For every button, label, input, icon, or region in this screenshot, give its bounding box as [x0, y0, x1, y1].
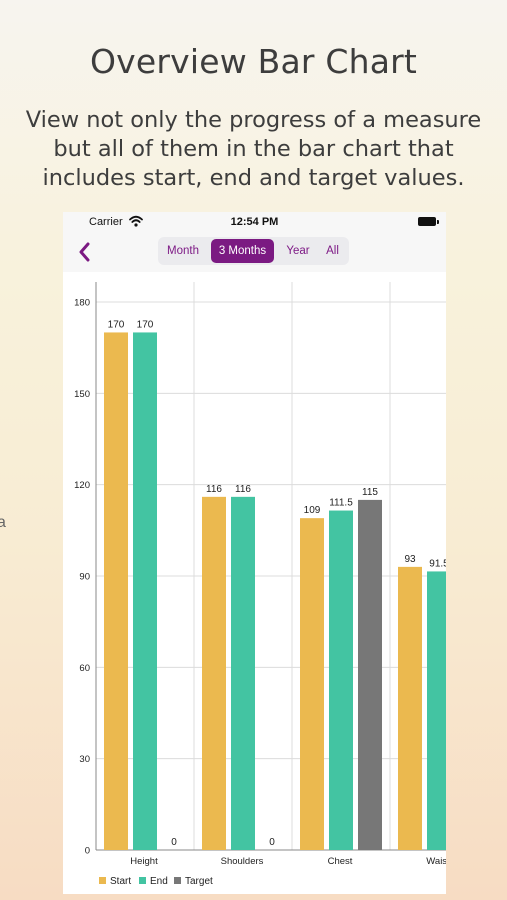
x-tick-label: Chest [328, 856, 353, 867]
bar-target-chest [358, 499, 382, 850]
carrier-label: Carrier [89, 216, 123, 228]
data-label-end-waist: 91.5 [429, 558, 446, 569]
data-label-start-height: 170 [108, 319, 125, 330]
legend-label-start: Start [110, 876, 132, 887]
legend-swatch-target [174, 877, 181, 884]
segment-3-months[interactable]: 3 Months [211, 239, 274, 263]
y-tick-label: 90 [79, 572, 90, 583]
bar-start-height [104, 332, 128, 850]
x-tick-label: Waist [426, 856, 446, 867]
phone-screen: Carrier 12:54 PM Month 3 Months Year All… [63, 212, 446, 894]
battery-tip [437, 220, 439, 224]
data-label-target-chest: 115 [362, 487, 378, 498]
data-label-end-height: 170 [137, 319, 154, 330]
legend-label-end: End [150, 876, 168, 887]
x-tick-label: Height [130, 856, 158, 867]
bar-end-height [133, 332, 157, 850]
status-bar: Carrier 12:54 PM [63, 212, 446, 232]
segment-year[interactable]: Year [286, 245, 310, 257]
y-tick-label: 0 [85, 846, 90, 857]
wifi-icon [129, 215, 143, 227]
y-tick-label: 180 [74, 298, 90, 309]
data-label-start-chest: 109 [304, 505, 321, 516]
legend-swatch-end [139, 877, 146, 884]
bar-chart: 0 30 60 90 120 150 180 170 170 0 Height 116 116 0 Shou… [74, 282, 446, 867]
x-tick-label: Shoulders [221, 856, 264, 867]
data-label-end-chest: 111.5 [329, 498, 353, 509]
nav-bar: Month 3 Months Year All [63, 232, 446, 272]
bar-end-waist [427, 571, 446, 850]
data-label-end-shoulders: 116 [235, 484, 251, 495]
chevron-left-icon[interactable] [75, 240, 95, 264]
legend-item-end: End [139, 876, 168, 887]
legend-item-target: Target [174, 876, 213, 887]
segment-all[interactable]: All [326, 245, 339, 257]
legend-item-start: Start [99, 876, 131, 887]
y-tick-label: 30 [79, 754, 90, 765]
promo-subtitle: View not only the progress of a measure … [25, 107, 482, 191]
period-segmented-control: Month 3 Months Year All [158, 237, 349, 265]
data-label-target-height: 0 [171, 837, 177, 848]
y-tick-label: 150 [74, 389, 90, 400]
battery-icon [418, 217, 436, 226]
segment-month[interactable]: Month [167, 245, 199, 257]
bar-start-waist [398, 566, 422, 850]
side-glyph: a [0, 514, 6, 531]
legend-label-target: Target [185, 876, 213, 887]
y-tick-label: 60 [79, 663, 90, 674]
promo-title: Overview Bar Chart [89, 42, 418, 81]
legend-swatch-start [99, 877, 106, 884]
data-label-start-shoulders: 116 [206, 484, 222, 495]
bar-start-shoulders [202, 496, 226, 850]
bar-end-shoulders [231, 496, 255, 850]
clock-label: 12:54 PM [230, 216, 279, 228]
bar-end-chest [329, 510, 353, 850]
data-label-start-waist: 93 [404, 554, 416, 565]
y-tick-label: 120 [74, 480, 90, 491]
data-label-target-shoulders: 0 [269, 837, 275, 848]
bar-start-chest [300, 518, 324, 850]
